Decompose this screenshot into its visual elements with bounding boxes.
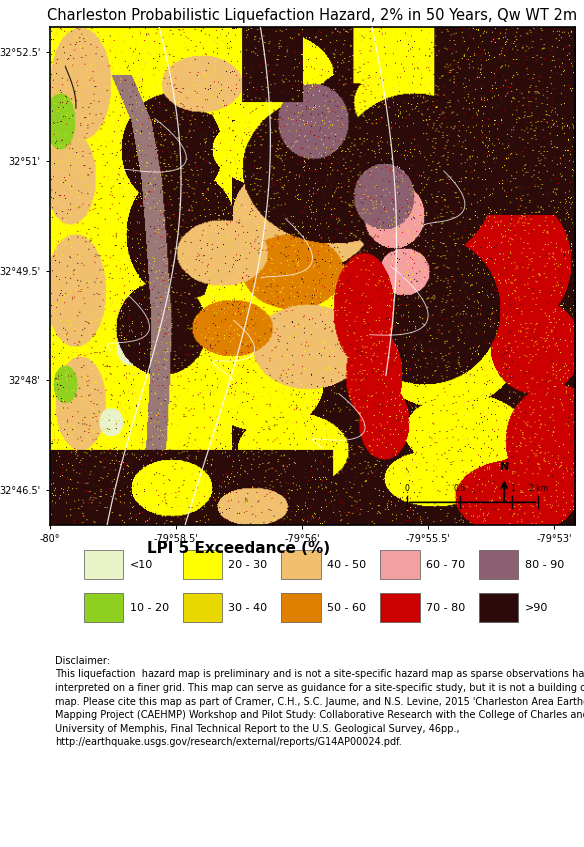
Bar [84, 551, 123, 579]
Bar [380, 594, 420, 623]
Text: 0: 0 [405, 484, 409, 494]
Bar [380, 551, 420, 579]
Text: 60 - 70: 60 - 70 [426, 560, 465, 570]
Bar [281, 551, 321, 579]
Text: 70 - 80: 70 - 80 [426, 603, 465, 613]
Bar [281, 594, 321, 623]
Bar [479, 551, 519, 579]
Bar [479, 594, 519, 623]
Text: >90: >90 [525, 603, 548, 613]
Text: <10: <10 [130, 560, 153, 570]
Text: 2 km: 2 km [529, 484, 548, 494]
Text: 20 - 30: 20 - 30 [228, 560, 267, 570]
Text: 40 - 50: 40 - 50 [327, 560, 366, 570]
Text: 0.5: 0.5 [454, 484, 465, 494]
Text: 1: 1 [510, 484, 515, 494]
Bar [183, 551, 222, 579]
Text: 30 - 40: 30 - 40 [228, 603, 267, 613]
Text: Disclaimer:
This liquefaction  hazard map is preliminary and is not a site-speci: Disclaimer: This liquefaction hazard map… [55, 656, 584, 748]
Text: N: N [500, 462, 509, 473]
Text: LPI 5 Exceedance (%): LPI 5 Exceedance (%) [147, 541, 331, 556]
Text: 80 - 90: 80 - 90 [525, 560, 564, 570]
Text: 10 - 20: 10 - 20 [130, 603, 169, 613]
Bar [84, 594, 123, 623]
Bar [183, 594, 222, 623]
Title: Charleston Probabilistic Liquefaction Hazard, 2% in 50 Years, Qw WT 2m: Charleston Probabilistic Liquefaction Ha… [47, 8, 578, 23]
Text: 50 - 60: 50 - 60 [327, 603, 366, 613]
